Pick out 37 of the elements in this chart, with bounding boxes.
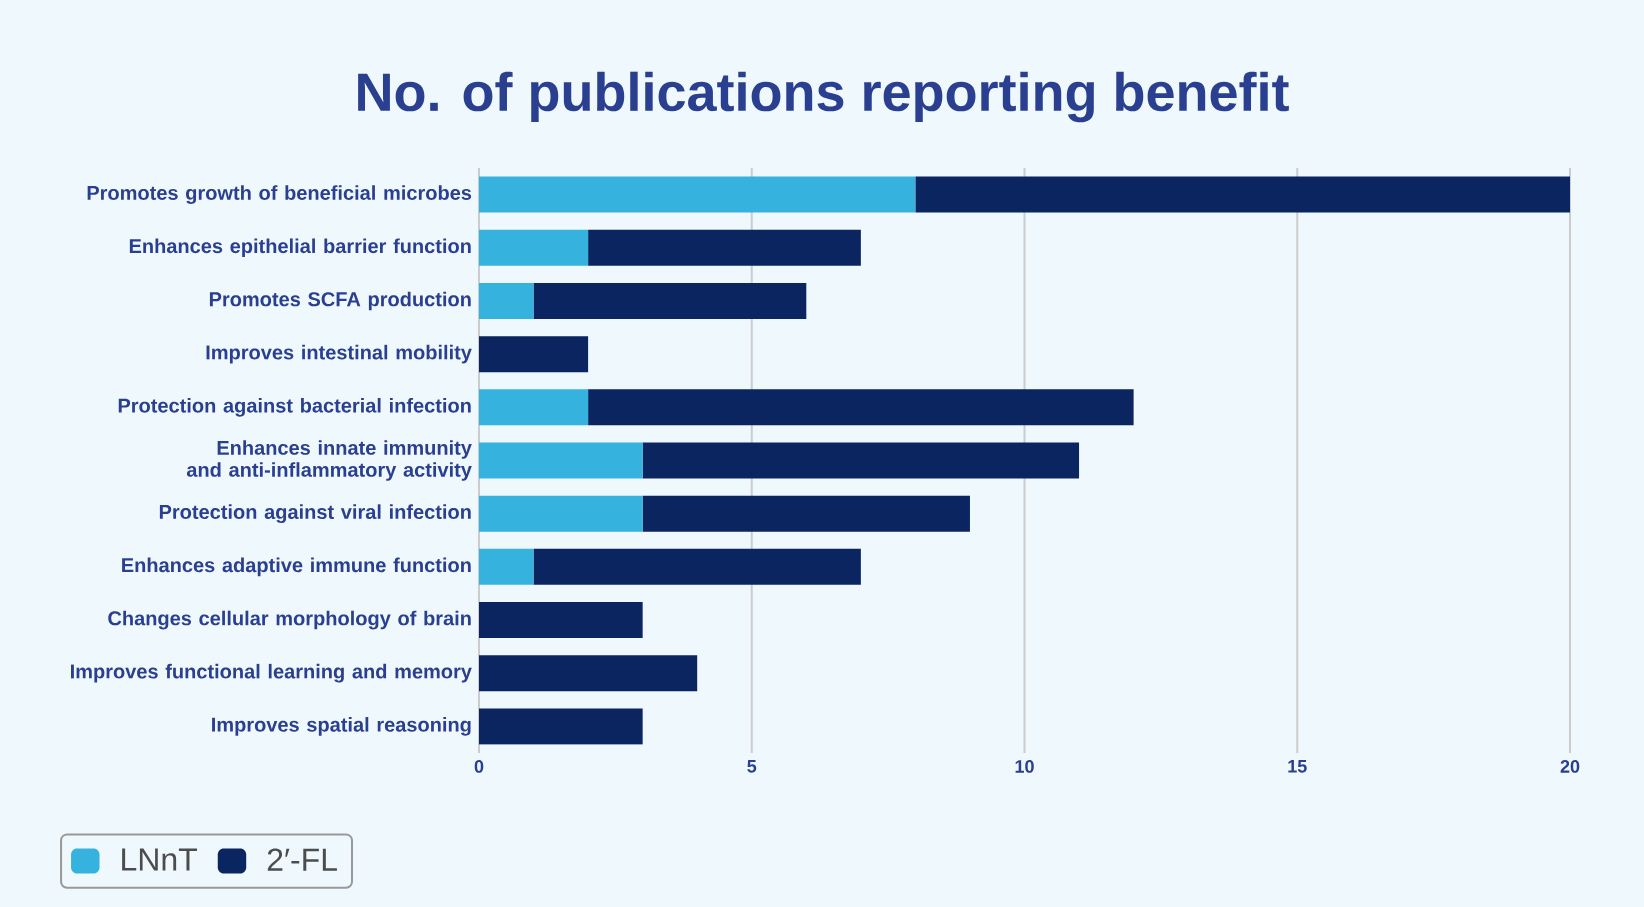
- bar: [533, 548, 861, 585]
- y-tick-label: Enhances adaptive immune function: [122, 557, 471, 577]
- x-tick-label: 20: [1560, 760, 1580, 773]
- x-tick-label: 0: [474, 760, 484, 773]
- bar: [915, 176, 1571, 213]
- y-tick-label: Enhances epithelial barrier function: [129, 238, 471, 258]
- legend-label: 2′-FL: [267, 848, 337, 871]
- bar: [479, 282, 534, 319]
- bar: [479, 389, 589, 426]
- y-tick-label: Improves spatial reasoning: [212, 717, 471, 736]
- x-tick-label: 5: [747, 760, 757, 773]
- bar: [588, 229, 861, 266]
- legend-label: LNnT: [122, 848, 198, 871]
- bar: [479, 548, 534, 585]
- bar: [479, 442, 643, 479]
- y-tick-label: Protection against bacterial infection: [118, 397, 471, 417]
- x-tick-label: 10: [1015, 760, 1034, 773]
- bar: [479, 495, 643, 532]
- bar: [642, 442, 1080, 479]
- bar: [588, 389, 1134, 426]
- bar: [479, 602, 643, 639]
- y-tick-label: Changes cellular morphology of brain: [108, 610, 471, 630]
- bar: [479, 708, 643, 745]
- bar: [479, 176, 916, 213]
- bar: [533, 282, 807, 319]
- y-tick-label: Protection against viral infection: [159, 504, 471, 524]
- y-tick-label: Enhances innate immunity and anti-inflammatory activity: [186, 440, 472, 481]
- bar: [479, 336, 589, 373]
- y-tick-label: Improves functional learning and memory: [70, 663, 472, 683]
- bar: [479, 229, 589, 266]
- y-tick-label: Promotes growth of beneficial microbes: [87, 185, 472, 204]
- chart-title: No. of publications reporting benefit: [358, 71, 1289, 123]
- y-tick-label: Promotes SCFA production: [209, 291, 471, 311]
- bar: [642, 495, 970, 532]
- x-tick-label: 15: [1288, 760, 1307, 773]
- y-tick-label: Improves intestinal mobility: [206, 344, 472, 364]
- bar: [479, 655, 698, 692]
